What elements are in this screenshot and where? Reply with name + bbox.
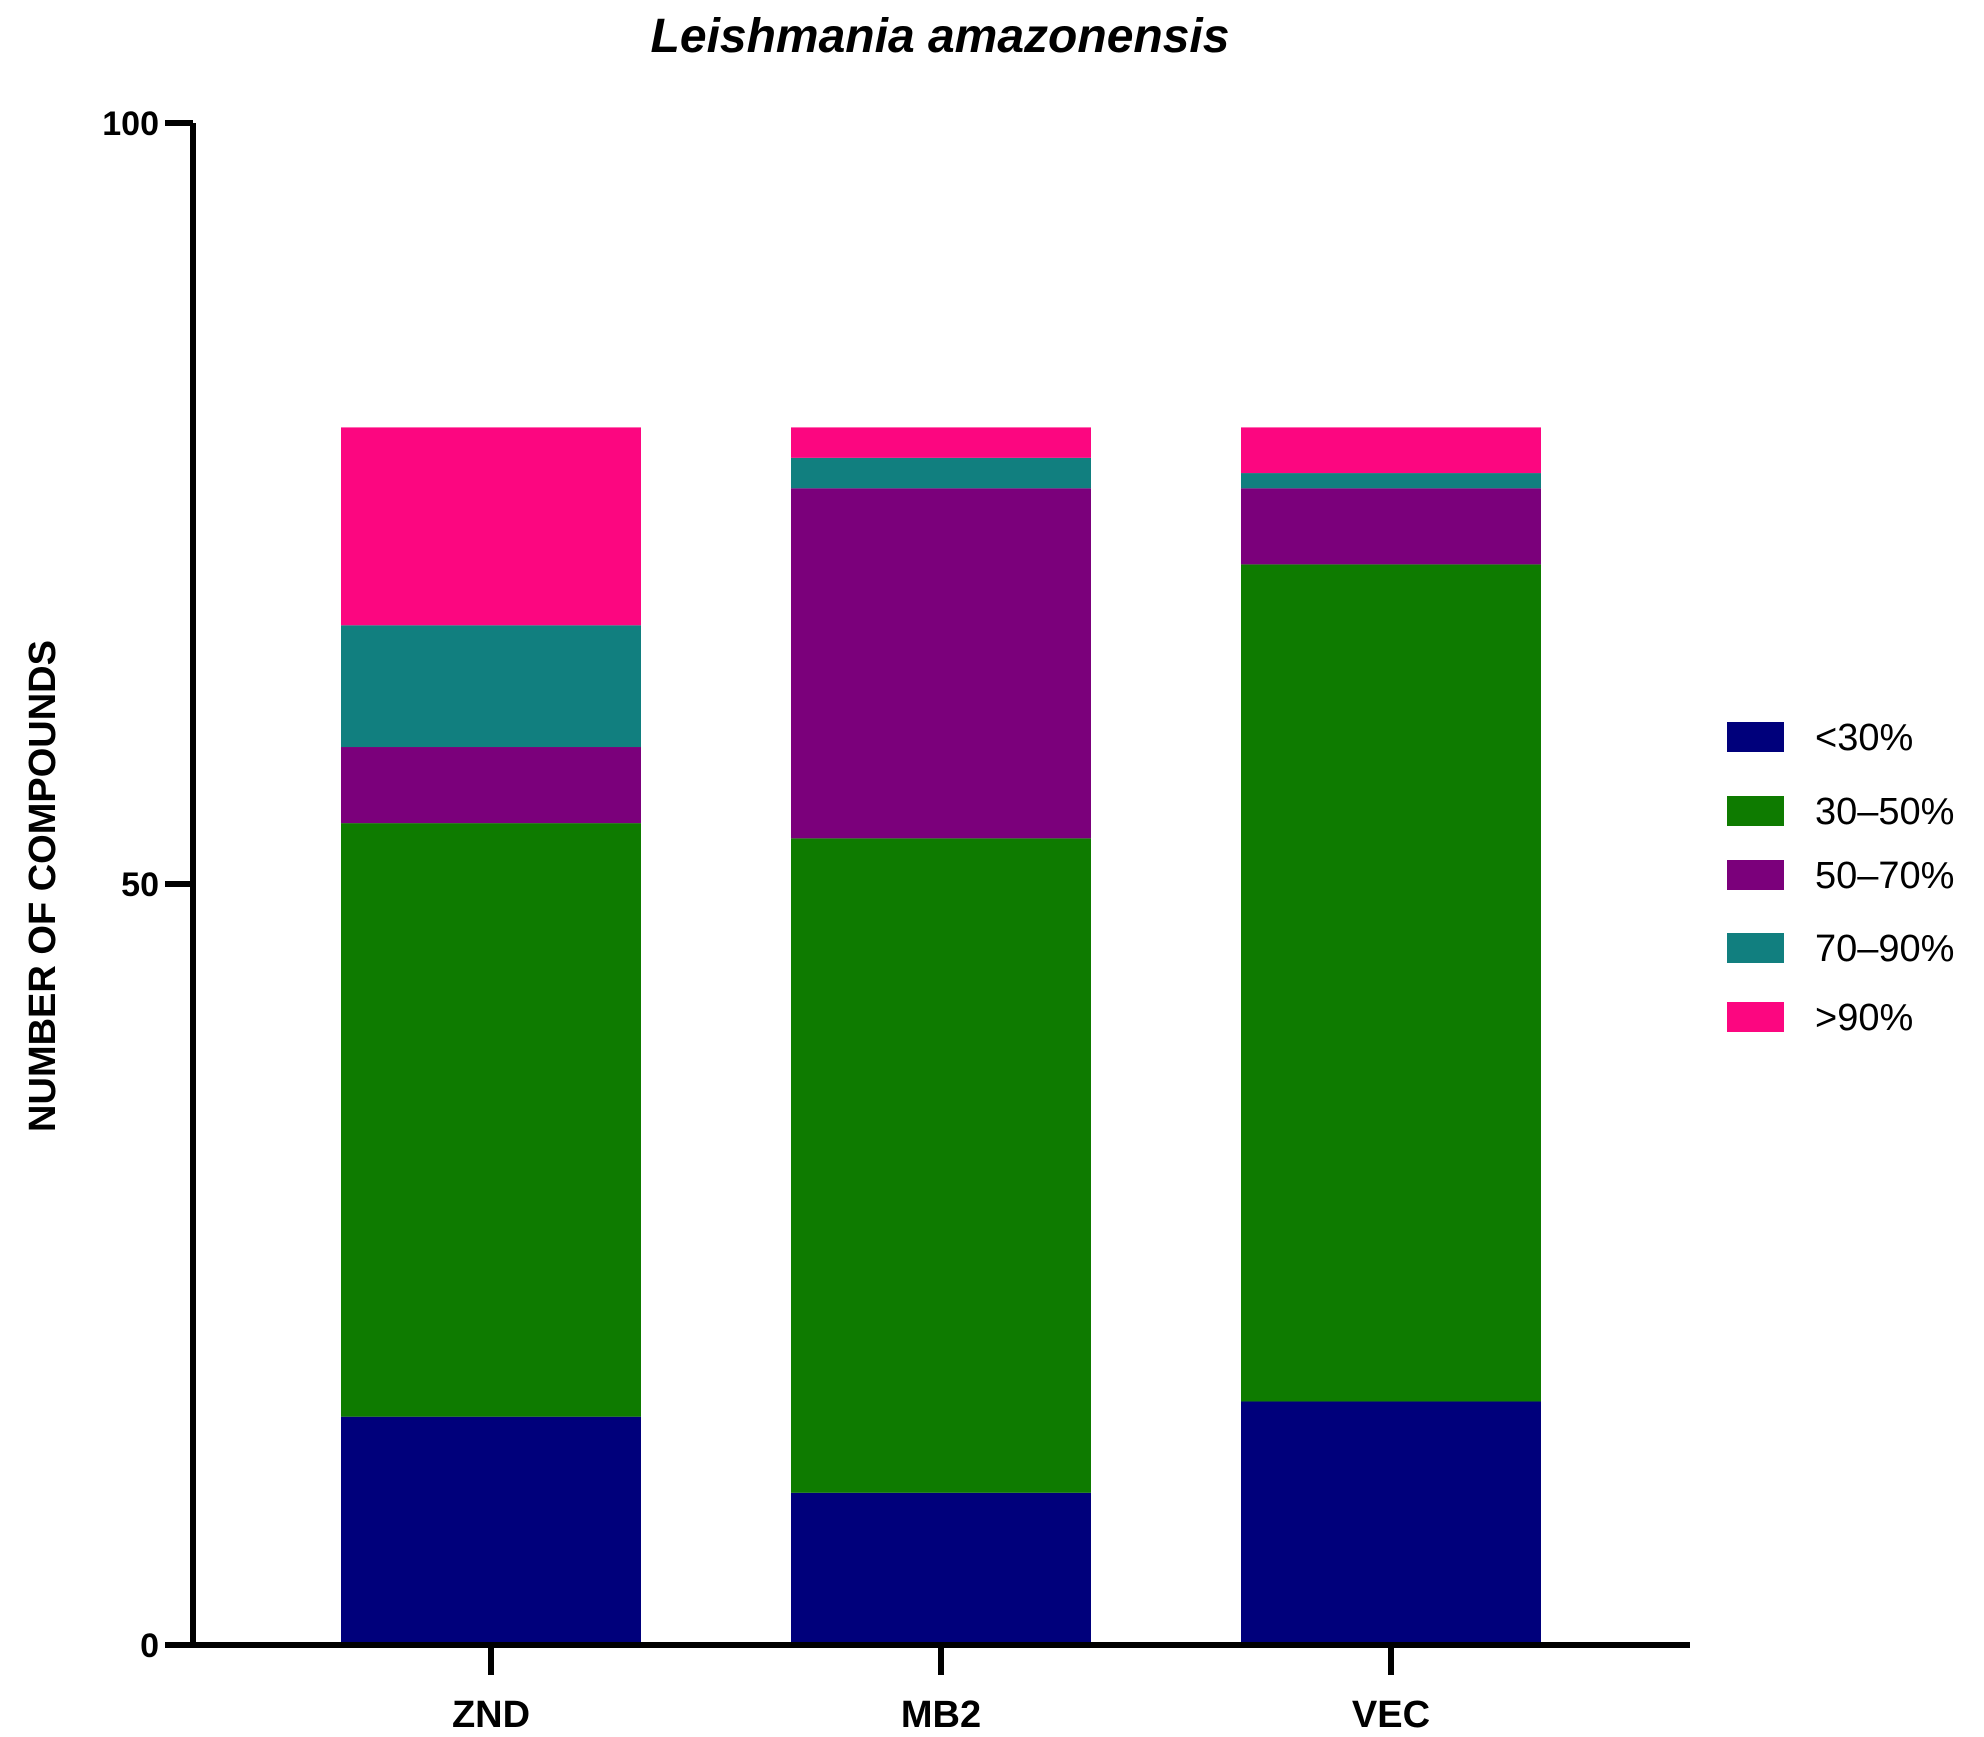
bar-segment-vec-2: [1241, 488, 1541, 565]
axes-group: 0 50 100 ZND MB2 VEC: [102, 105, 1690, 1736]
bar-segment-mb2-1: [791, 838, 1091, 1493]
legend-swatch-2: [1727, 860, 1784, 890]
bar-segment-vec-3: [1241, 473, 1541, 489]
legend-label-3: 70–90%: [1815, 928, 1954, 970]
chart-title: Leishmania amazonensis: [651, 10, 1230, 63]
legend: <30% 30–50% 50–70% 70–90% >90%: [1727, 717, 1954, 1039]
bar-segment-znd-2: [341, 747, 641, 824]
x-tick-label-znd: ZND: [452, 1694, 530, 1736]
x-tick-label-vec: VEC: [1352, 1694, 1430, 1736]
y-tick-label-50: 50: [121, 866, 159, 904]
x-tick-label-mb2: MB2: [901, 1694, 981, 1736]
legend-swatch-3: [1727, 933, 1784, 963]
bar-segment-vec-4: [1241, 427, 1541, 474]
legend-label-4: >90%: [1815, 997, 1913, 1039]
legend-swatch-1: [1727, 796, 1784, 826]
y-axis-label: NUMBER OF COMPOUNDS: [22, 640, 64, 1132]
bars-group: [341, 427, 1541, 1645]
bar-segment-vec-1: [1241, 564, 1541, 1402]
y-tick-label-100: 100: [102, 105, 159, 143]
bar-segment-mb2-0: [791, 1492, 1091, 1645]
legend-label-1: 30–50%: [1815, 791, 1954, 833]
bar-segment-mb2-2: [791, 488, 1091, 839]
bar-segment-znd-1: [341, 823, 641, 1417]
bar-segment-mb2-3: [791, 457, 1091, 489]
bar-segment-znd-4: [341, 427, 641, 626]
legend-swatch-0: [1727, 722, 1784, 752]
bar-segment-znd-0: [341, 1416, 641, 1645]
legend-swatch-4: [1727, 1002, 1784, 1032]
y-tick-label-0: 0: [140, 1627, 159, 1665]
bar-segment-vec-0: [1241, 1401, 1541, 1645]
bar-segment-mb2-4: [791, 427, 1091, 458]
bar-segment-znd-3: [341, 625, 641, 748]
legend-label-2: 50–70%: [1815, 855, 1954, 897]
legend-label-0: <30%: [1815, 717, 1913, 759]
